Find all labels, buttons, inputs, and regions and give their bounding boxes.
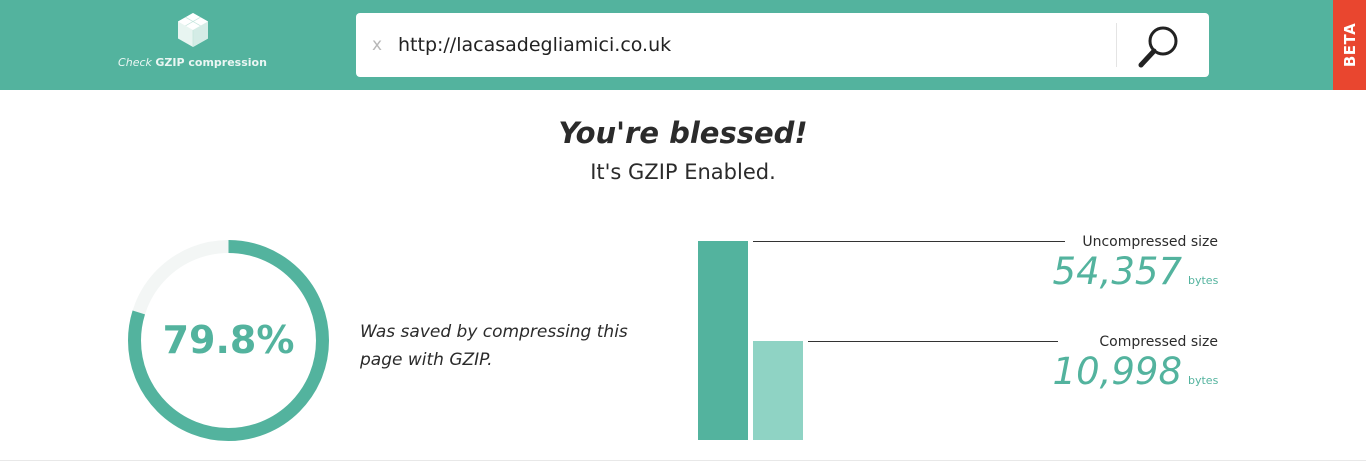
logo-text-bold: GZIP compression xyxy=(155,56,267,69)
bottom-divider xyxy=(0,460,1366,461)
search-divider xyxy=(1116,23,1117,67)
magnifier-icon xyxy=(1138,26,1178,68)
result-headline: You're blessed! xyxy=(558,116,808,150)
logo-text-pre: Check xyxy=(118,56,152,69)
savings-donut xyxy=(128,240,329,441)
compressed-size-unit: bytes xyxy=(1188,374,1219,387)
compressed-size-bar xyxy=(753,340,803,440)
uncompressed-size-value: 54,357 xyxy=(1052,250,1182,293)
search-button[interactable] xyxy=(1128,21,1188,71)
uncompressed-size-unit: bytes xyxy=(1188,274,1219,287)
app-logo[interactable]: Check GZIP compression xyxy=(110,12,275,76)
donut-progress-arc xyxy=(128,240,329,441)
beta-badge: BETA xyxy=(1333,0,1366,90)
hexagon-cube-icon xyxy=(177,13,208,47)
uncompressed-leader-line xyxy=(753,241,1065,242)
logo-text: Check GZIP compression xyxy=(110,56,275,69)
compressed-leader-line xyxy=(808,341,1058,342)
uncompressed-size-label: Uncompressed size xyxy=(1082,234,1218,250)
beta-label: BETA xyxy=(1340,22,1359,68)
uncompressed-size-bar xyxy=(698,241,748,440)
compressed-size-label: Compressed size xyxy=(1099,334,1218,350)
url-search-box: x xyxy=(356,13,1209,77)
compressed-size-value: 10,998 xyxy=(1052,350,1182,393)
url-input[interactable] xyxy=(398,27,1098,63)
savings-description: Was saved by compressing this page with … xyxy=(360,322,628,370)
result-subline: It's GZIP Enabled. xyxy=(590,160,776,184)
clear-url-button[interactable]: x xyxy=(372,35,383,55)
header-bar: Check GZIP compression x BETA xyxy=(0,0,1366,90)
savings-percent: 79.8% xyxy=(162,318,295,362)
